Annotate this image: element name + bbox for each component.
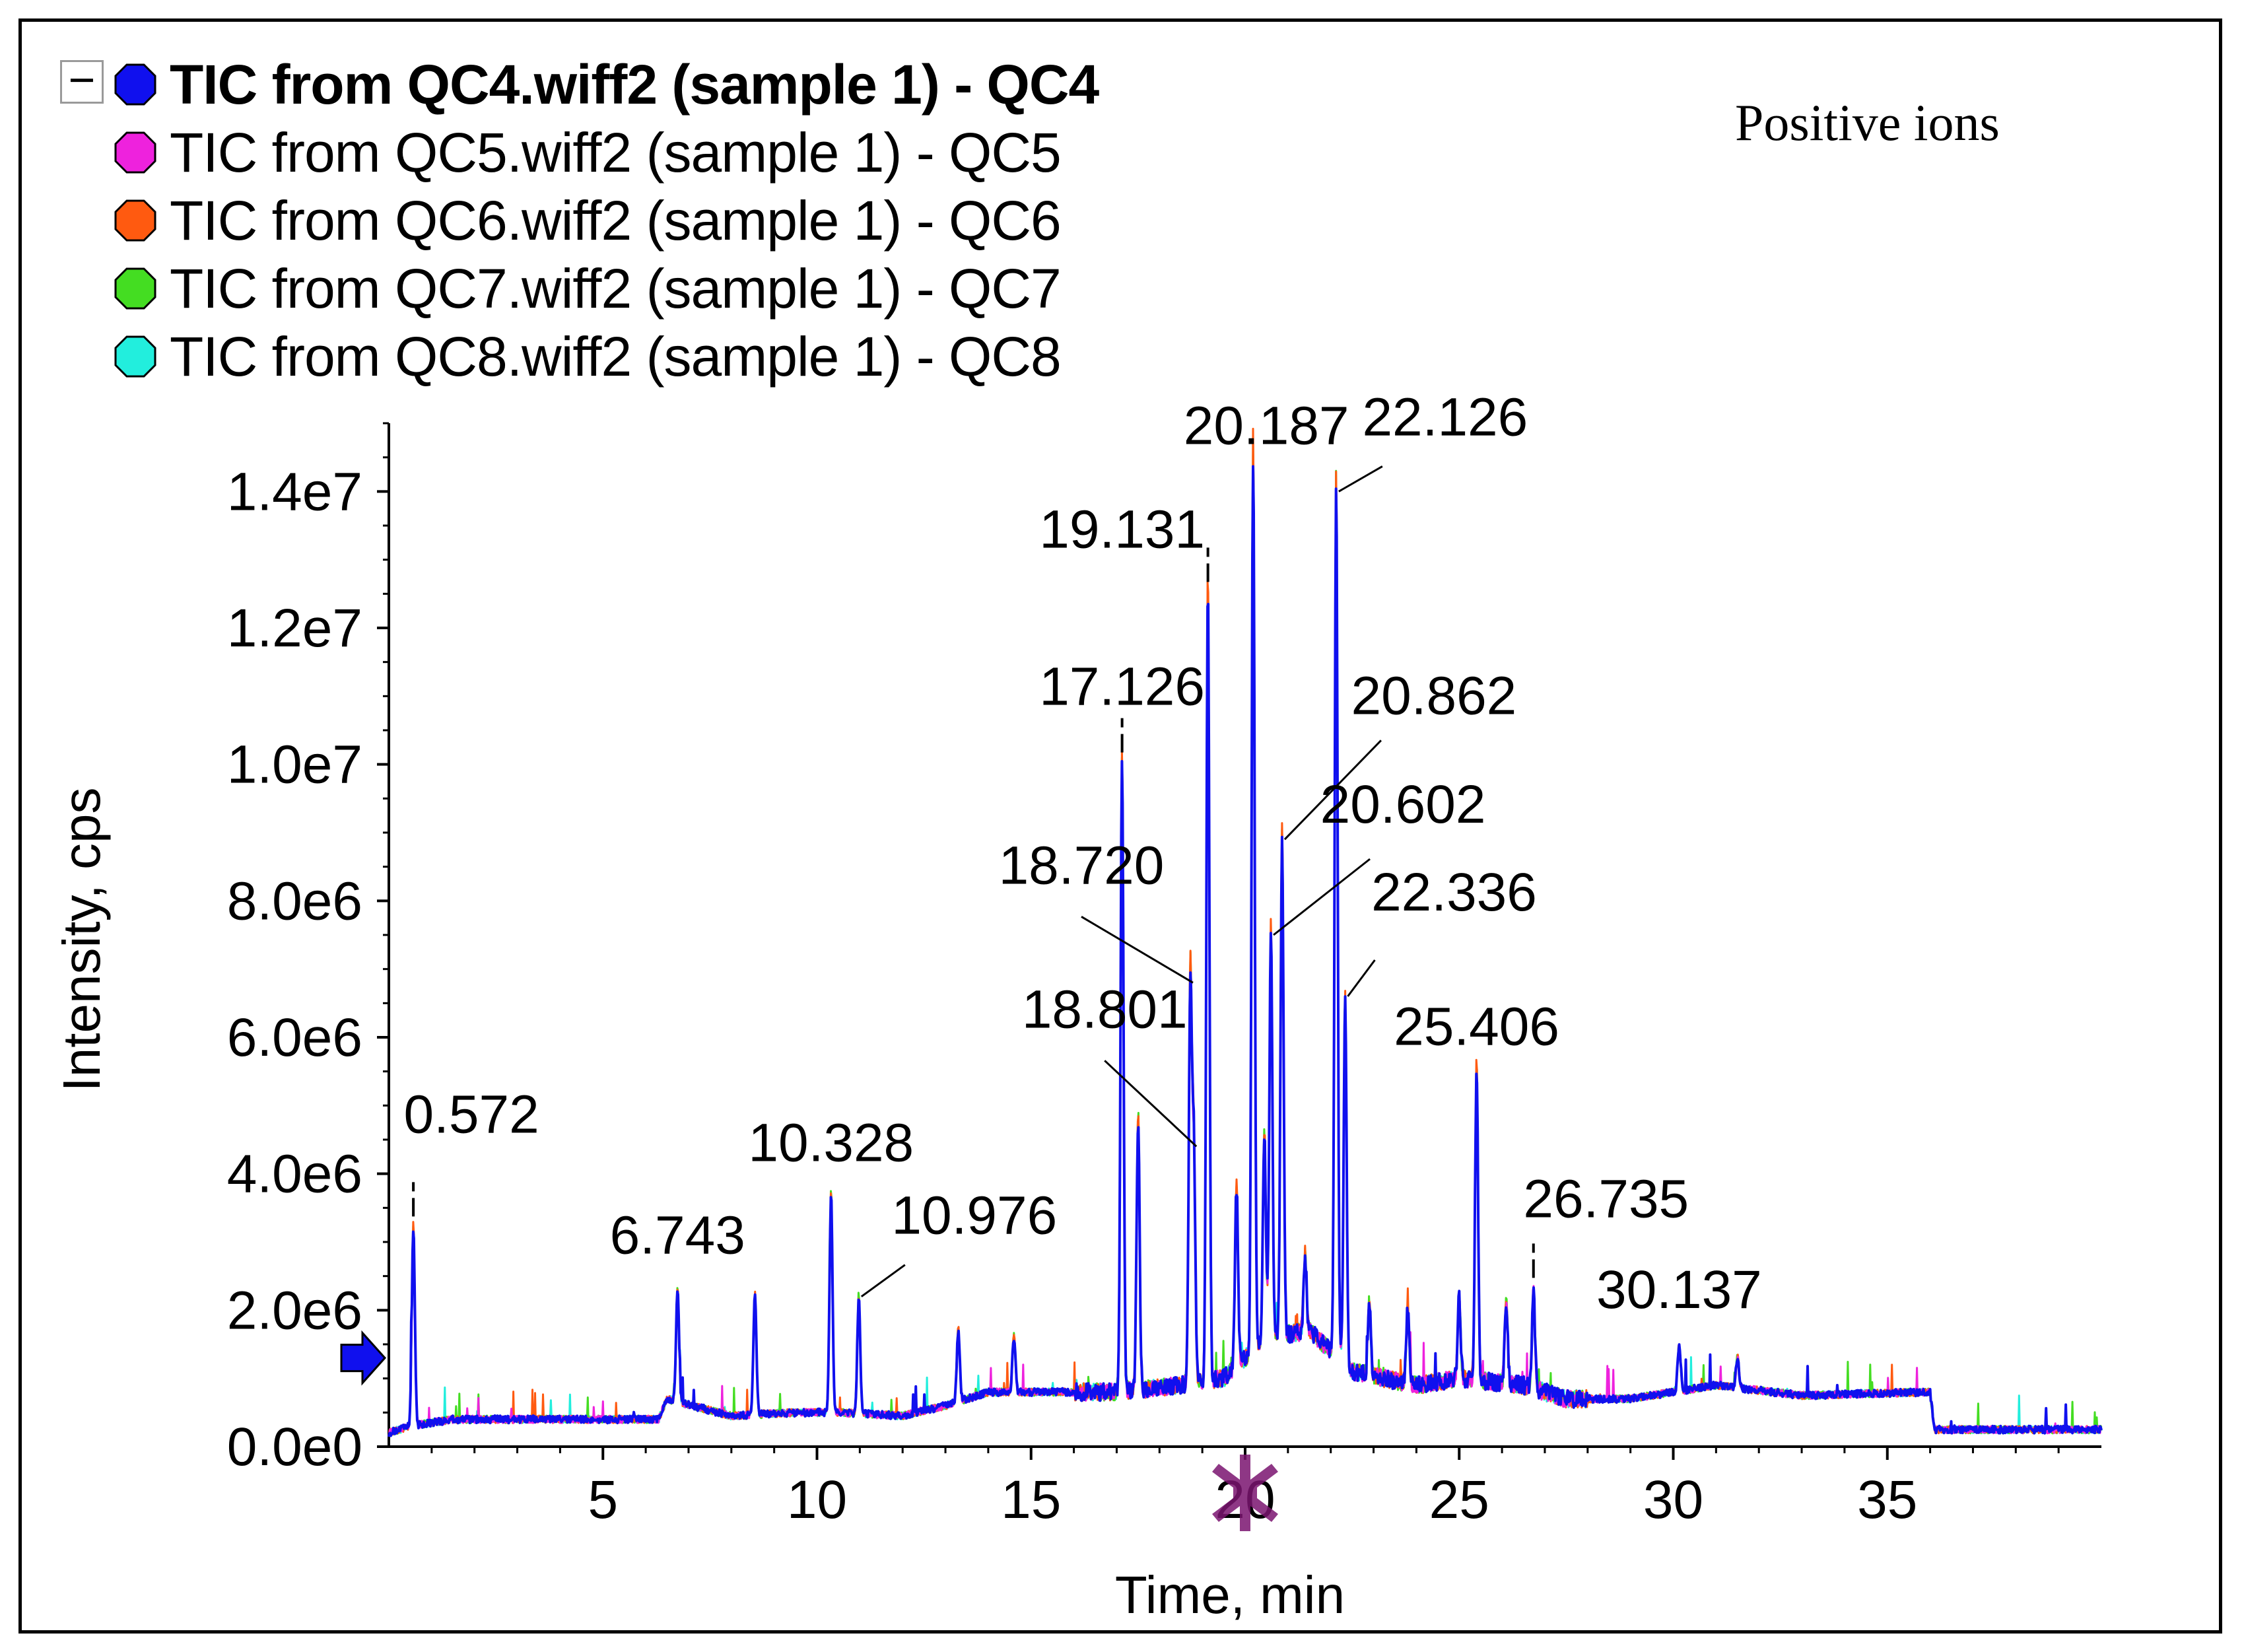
x-tick-label: 25 <box>1429 1470 1489 1530</box>
y-tick-label: 1.4e7 <box>227 462 362 522</box>
legend-item-qc5[interactable]: TIC from QC5.wiff2 (sample 1) - QC5 <box>114 120 1062 186</box>
peak-label: 10.328 <box>748 1113 914 1173</box>
peak-label: 26.735 <box>1523 1169 1689 1229</box>
octagon-marker-icon <box>114 335 156 378</box>
legend-item-label: TIC from QC8.wiff2 (sample 1) - QC8 <box>170 325 1062 388</box>
legend-item-label: TIC from QC5.wiff2 (sample 1) - QC5 <box>170 121 1062 184</box>
peak-label: 18.801 <box>1022 979 1188 1039</box>
legend-item-label: TIC from QC4.wiff2 (sample 1) - QC4 <box>170 53 1099 116</box>
x-tick-label: 5 <box>588 1470 618 1530</box>
y-axis-title: Intensity, cps <box>52 788 111 1092</box>
trace-qc4 <box>388 465 2103 1437</box>
legend-item-qc7[interactable]: TIC from QC7.wiff2 (sample 1) - QC7 <box>114 256 1062 322</box>
peak-label: 30.137 <box>1596 1260 1762 1320</box>
peak-leader-line <box>1283 740 1382 841</box>
octagon-marker-icon <box>114 63 156 106</box>
peak-label: 20.602 <box>1320 774 1486 835</box>
x-tick-label: 30 <box>1643 1470 1703 1530</box>
x-tick-label: 35 <box>1857 1470 1917 1530</box>
peak-label: 25.406 <box>1394 997 1559 1057</box>
trace-qc5 <box>388 491 2102 1437</box>
y-tick-label: 4.0e6 <box>227 1144 362 1204</box>
legend-item-label: TIC from QC6.wiff2 (sample 1) - QC6 <box>170 189 1062 252</box>
chart-frame: − TIC from QC4.wiff2 (sample 1) - QC4 TI… <box>18 18 2222 1634</box>
peak-label: 20.187 <box>1184 396 1349 456</box>
legend-collapse-button[interactable]: − <box>60 57 104 104</box>
y-tick-label: 1.2e7 <box>227 598 362 658</box>
peak-label: 20.862 <box>1351 666 1516 726</box>
peak-leader-line <box>860 1264 906 1297</box>
threshold-arrow-icon[interactable] <box>340 1330 387 1386</box>
peak-label: 19.131 <box>1039 499 1205 559</box>
cursor-cross-icon[interactable] <box>1212 1455 1278 1531</box>
octagon-marker-icon <box>114 199 156 242</box>
peak-leader-line <box>1081 916 1194 984</box>
peak-leader-line <box>1347 959 1376 997</box>
octagon-marker-icon <box>114 131 156 174</box>
peak-label: 10.976 <box>891 1186 1057 1246</box>
x-axis-title: Time, min <box>1115 1566 1345 1624</box>
y-tick-label: 0.0e0 <box>227 1417 362 1477</box>
y-tick-label: 8.0e6 <box>227 871 362 931</box>
trace-qc6 <box>388 427 2103 1437</box>
legend-item-qc4[interactable]: TIC from QC4.wiff2 (sample 1) - QC4 <box>114 52 1099 118</box>
peak-label: 22.126 <box>1362 387 1528 447</box>
legend-item-qc8[interactable]: TIC from QC8.wiff2 (sample 1) - QC8 <box>114 324 1062 390</box>
legend-item-label: TIC from QC7.wiff2 (sample 1) - QC7 <box>170 257 1062 320</box>
y-tick-label: 2.0e6 <box>227 1280 362 1340</box>
trace-qc8 <box>388 480 2103 1437</box>
x-tick-label: 10 <box>787 1470 847 1530</box>
peak-label: 6.743 <box>610 1205 745 1265</box>
peak-label: 18.720 <box>999 835 1165 895</box>
x-tick-label: 15 <box>1001 1470 1061 1530</box>
octagon-marker-icon <box>114 267 156 310</box>
legend-item-qc6[interactable]: TIC from QC6.wiff2 (sample 1) - QC6 <box>114 188 1062 254</box>
peak-leader-line <box>1338 465 1383 493</box>
chromatogram-plot[interactable]: 0.0e0 2.0e6 4.0e6 6.0e6 8.0e6 1.0e7 1.2e7 1.4e7… <box>22 22 2219 1630</box>
peak-label: 22.336 <box>1371 862 1537 922</box>
peak-label: 0.572 <box>403 1084 539 1144</box>
y-tick-label: 1.0e7 <box>227 735 362 795</box>
peak-leader-line <box>1273 858 1371 936</box>
trace-qc7 <box>388 442 2103 1437</box>
polarity-annotation: Positive ions <box>1735 94 2000 151</box>
peak-leader-line <box>1104 1060 1198 1148</box>
y-tick-label: 6.0e6 <box>227 1008 362 1068</box>
peak-label: 17.126 <box>1039 657 1205 717</box>
